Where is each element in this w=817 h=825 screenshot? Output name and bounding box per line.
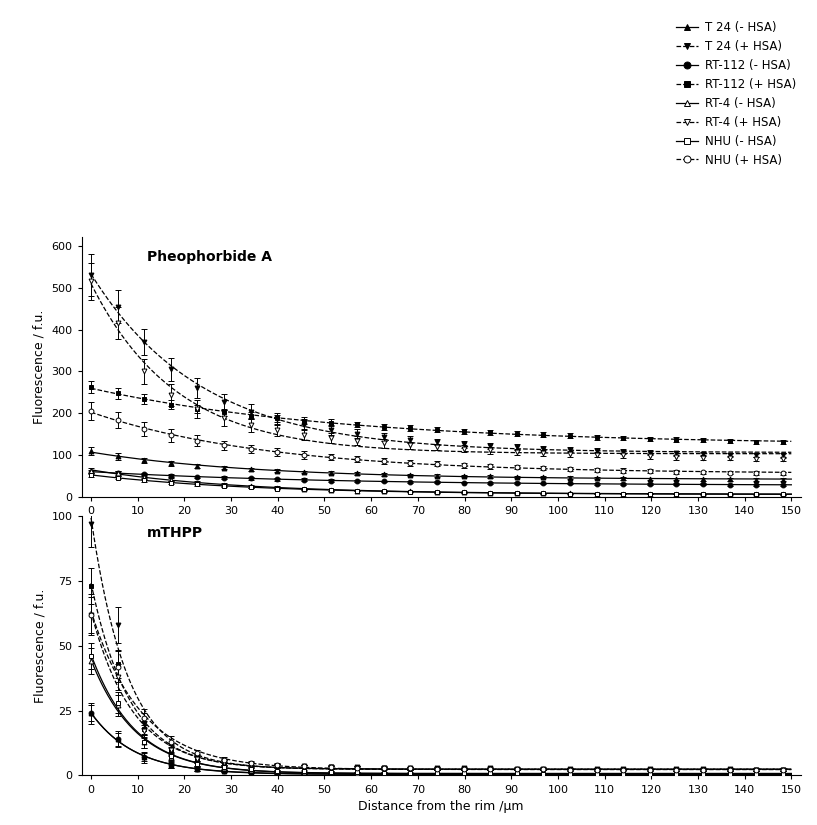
Y-axis label: Fluorescence / f.u.: Fluorescence / f.u. — [33, 588, 46, 703]
Text: Pheophorbide A: Pheophorbide A — [147, 250, 272, 264]
Legend: T 24 (- HSA), T 24 (+ HSA), RT-112 (- HSA), RT-112 (+ HSA), RT-4 (- HSA), RT-4 (: T 24 (- HSA), T 24 (+ HSA), RT-112 (- HS… — [672, 16, 801, 172]
X-axis label: Distance from the rim /μm: Distance from the rim /μm — [359, 800, 524, 813]
X-axis label: Distance from the rim /μm: Distance from the rim /μm — [359, 521, 524, 535]
Text: mTHPP: mTHPP — [147, 526, 203, 540]
Y-axis label: Fluorescence / f.u.: Fluorescence / f.u. — [33, 310, 46, 424]
